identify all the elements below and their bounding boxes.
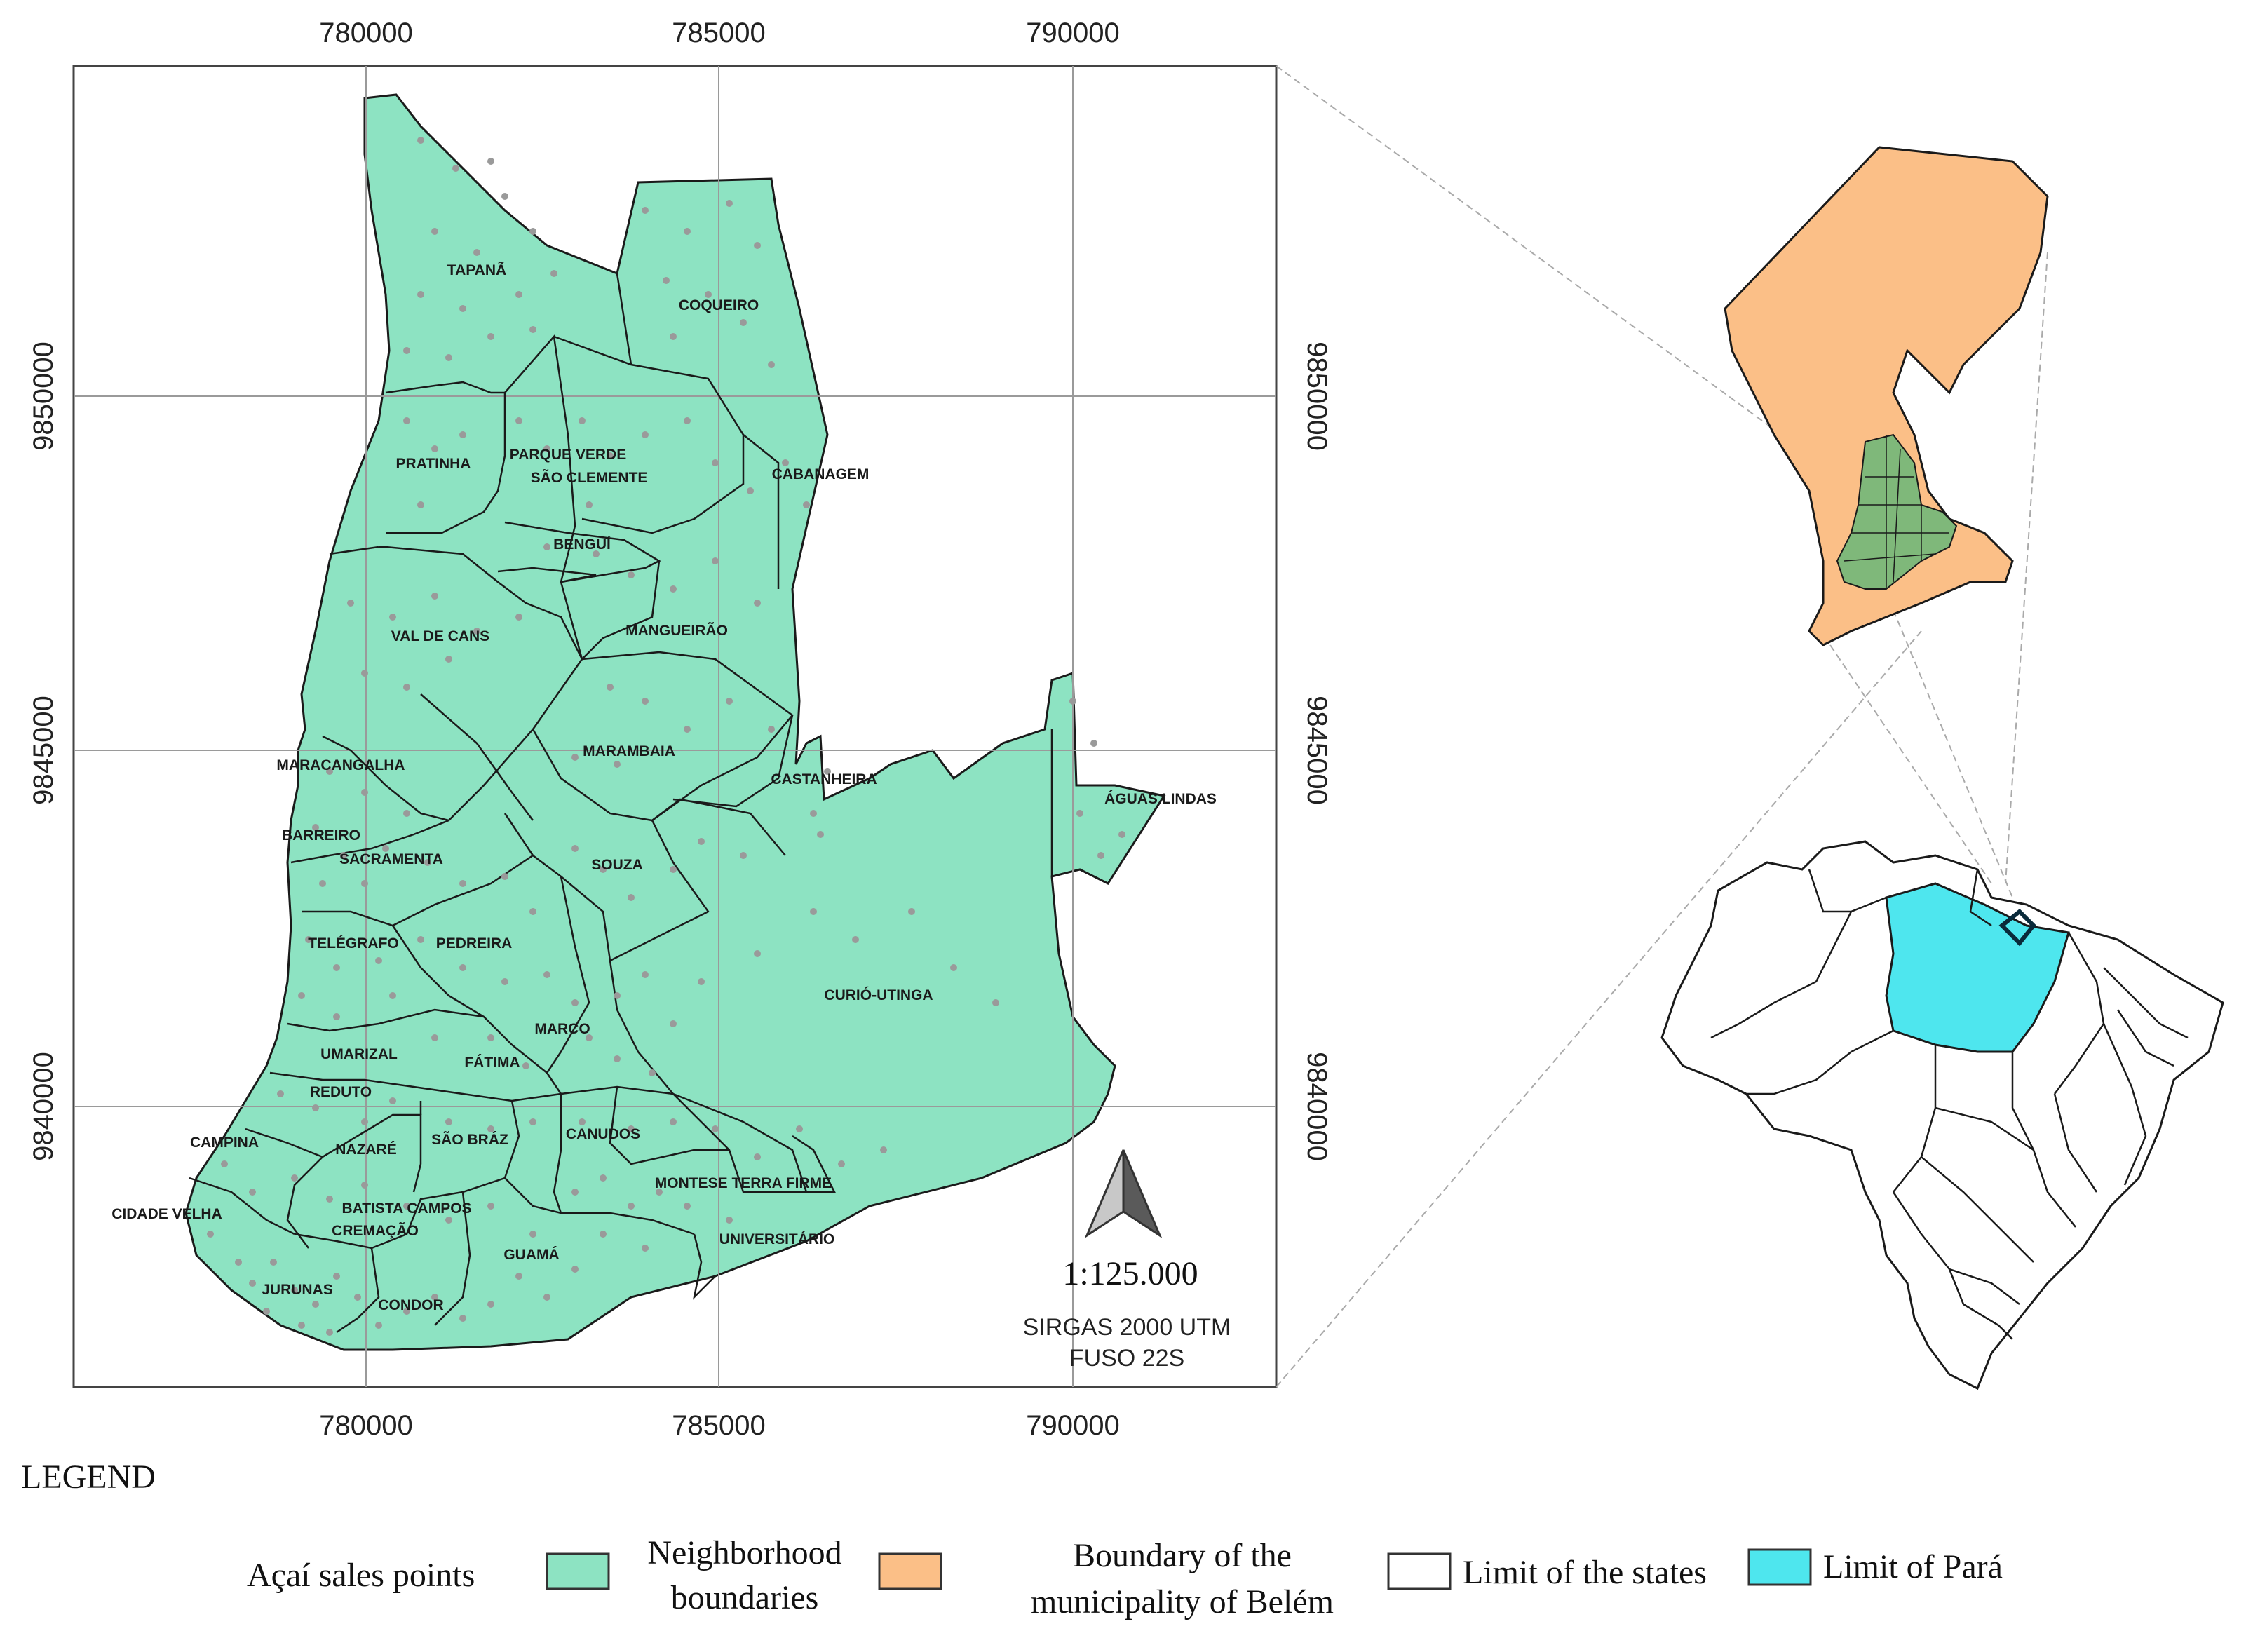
legend-neighborhood-swatch [546,1552,610,1590]
legend-neighborhood-label-1: Neighborhood [647,1534,841,1571]
label-maracangalha: MARACANGALHA [276,757,405,773]
label-curio-utinga: CURIÓ-UTINGA [824,987,933,1003]
x-coordinate-labels-top: 780000 785000 790000 [319,18,1119,48]
municipality-inset [1724,146,2049,646]
label-canudos: CANUDOS [566,1126,640,1142]
label-guama: GUAMÁ [503,1247,559,1263]
belem-outline [184,93,1166,1351]
label-marambaia: MARAMBAIA [583,743,675,759]
belem-marker-icon [1998,908,2037,947]
label-sacramenta: SACRAMENTA [339,851,443,867]
label-fatima: FÁTIMA [464,1055,520,1071]
legend-neighborhood-label-2: boundaries [671,1579,819,1616]
label-nazare: NAZARÉ [335,1142,397,1158]
y-tick-left-2: 9845000 [28,696,59,805]
label-mangueirao: MANGUEIRÃO [625,623,728,639]
acai-sales-points [207,137,1125,1336]
label-barreiro: BARREIRO [282,827,360,844]
neighborhood-boundaries [189,273,1053,1334]
y-tick-right-3: 9840000 [1301,1052,1332,1161]
brazil-outline [1660,840,2224,1390]
legend-municipality-swatch [878,1552,942,1590]
para-state [1885,882,2070,1053]
label-telegrafo: TELÉGRAFO [308,935,399,952]
label-coqueiro: COQUEIRO [679,297,759,313]
legend-states-swatch [1387,1552,1452,1590]
inset-neighborhood-lines [1844,435,1949,589]
main-map: TAPANÃ COQUEIRO PRATINHA PARQUE VERDE SÃ… [28,18,1332,1441]
legend-municipality-label-1: Boundary of the [1073,1537,1292,1574]
legend-states-label: Limit of the states [1463,1554,1707,1591]
y-tick-left-1: 9850000 [28,341,59,451]
label-reduto: REDUTO [310,1084,372,1100]
label-pratinha: PRATINHA [396,456,471,472]
label-aguas-lindas: ÁGUAS LINDAS [1104,791,1217,807]
neighborhood-labels: TAPANÃ COQUEIRO PRATINHA PARQUE VERDE SÃ… [111,262,1217,1313]
y-coordinate-labels-right: 9850000 9845000 9840000 [1301,341,1332,1161]
label-sao-braz: SÃO BRÁZ [431,1132,508,1148]
label-pedreira: PEDREIRA [436,935,513,952]
legend-title: LEGEND [21,1458,156,1496]
label-cidade-velha: CIDADE VELHA [111,1206,222,1222]
north-arrow-icon [1084,1149,1163,1238]
label-bengui: BENGUÍ [553,536,611,553]
label-batista-campos: BATISTA CAMPOS [341,1200,471,1217]
legend-para-swatch [1747,1548,1812,1586]
y-tick-left-3: 9840000 [28,1052,59,1161]
legend-para-label: Limit of Pará [1823,1548,2003,1585]
label-umarizal: UMARIZAL [320,1046,398,1062]
label-condor: CONDOR [378,1297,443,1313]
inset-connector-lines [1276,65,2048,1388]
legend-municipality-label-2: municipality of Belém [1031,1583,1334,1620]
x-tick-top-3: 790000 [1026,18,1119,48]
y-tick-right-2: 9845000 [1301,696,1332,805]
label-cremacao: CREMAÇÃO [332,1223,419,1239]
y-coordinate-labels-left: 9850000 9845000 9840000 [28,341,59,1161]
x-tick-top-2: 785000 [672,18,765,48]
label-jurunas: JURUNAS [262,1282,333,1298]
brazil-inset [1660,840,2224,1390]
state-boundaries [1710,869,2189,1340]
belem-municipality-outline [1724,146,2049,646]
map-scale: 1:125.000 [1062,1255,1198,1292]
graticule [74,66,1276,1387]
label-souza: SOUZA [591,857,643,873]
legend-sales-points-label: Açaí sales points [247,1557,475,1594]
label-campina: CAMPINA [190,1135,259,1151]
x-tick-bottom-3: 790000 [1026,1410,1119,1441]
label-marco: MARCO [534,1021,590,1037]
crs-line-2: FUSO 22S [1069,1345,1184,1372]
x-tick-top-1: 780000 [319,18,412,48]
x-tick-bottom-1: 780000 [319,1410,412,1441]
label-montese: MONTESE TERRA FIRME [655,1175,832,1191]
label-sao-clemente: SÃO CLEMENTE [531,470,648,486]
label-universitario: UNIVERSITÁRIO [719,1231,835,1247]
x-coordinate-labels-bottom: 780000 785000 790000 [319,1410,1119,1441]
label-parque-verde: PARQUE VERDE [510,447,626,463]
label-val-de-cans: VAL DE CANS [391,628,489,644]
legend: LEGEND Açaí sales points Neighborhood bo… [21,1458,2003,1620]
label-cabanagem: CABANAGEM [772,466,870,482]
crs-line-1: SIRGAS 2000 UTM [1023,1314,1231,1341]
x-tick-bottom-2: 785000 [672,1410,765,1441]
label-tapana: TAPANÃ [447,262,506,278]
y-tick-right-1: 9850000 [1301,341,1332,451]
label-castanheira: CASTANHEIRA [771,771,877,787]
